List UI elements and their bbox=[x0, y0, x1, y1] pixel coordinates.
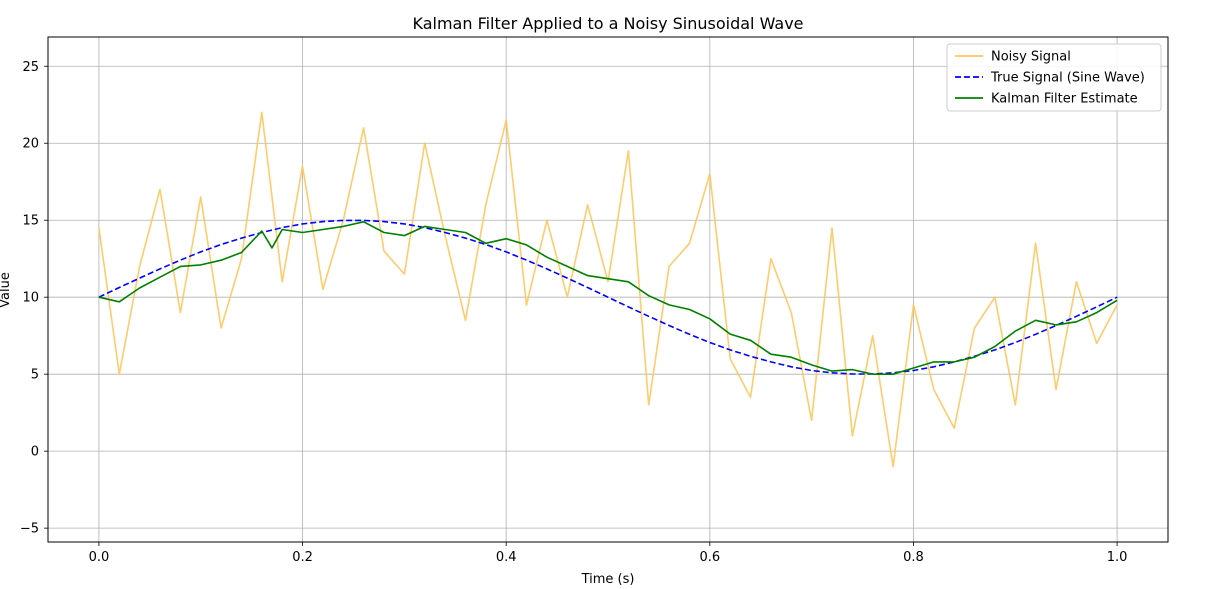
x-tick-label: 0.2 bbox=[292, 550, 313, 565]
x-axis-label: Time (s) bbox=[581, 572, 635, 587]
y-tick-label: 10 bbox=[22, 291, 39, 306]
chart-title: Kalman Filter Applied to a Noisy Sinusoi… bbox=[412, 14, 803, 33]
legend-label: True Signal (Sine Wave) bbox=[990, 71, 1145, 86]
y-tick-label: −5 bbox=[20, 522, 39, 537]
x-tick-label: 0.0 bbox=[89, 550, 110, 565]
y-axis-label: Value bbox=[0, 272, 13, 308]
y-tick-label: 25 bbox=[22, 60, 39, 75]
y-tick-label: 0 bbox=[31, 445, 39, 460]
ticks: 0.0 0.2 0.4 0.6 0.8 1.0 −5 0 5 10 15 20 25 bbox=[20, 60, 1128, 565]
legend-label: Kalman Filter Estimate bbox=[991, 92, 1138, 107]
series-line-true-signal-sine-wave bbox=[98, 219, 1118, 375]
legend: Noisy Signal True Signal (Sine Wave) Kalma… bbox=[946, 43, 1162, 112]
x-tick-label: 0.4 bbox=[496, 550, 517, 565]
legend-label: Noisy Signal bbox=[991, 50, 1071, 65]
plot-frame bbox=[47, 36, 1169, 543]
y-tick-label: 5 bbox=[31, 368, 39, 383]
x-tick-label: 0.8 bbox=[903, 550, 924, 565]
series-line-kalman-filter-estimate bbox=[98, 221, 1118, 376]
y-tick-label: 15 bbox=[22, 214, 39, 229]
series-line-noisy-signal bbox=[98, 111, 1118, 468]
x-tick-label: 0.6 bbox=[699, 550, 720, 565]
series-layer bbox=[98, 111, 1118, 468]
x-tick-label: 1.0 bbox=[1107, 550, 1128, 565]
y-tick-label: 20 bbox=[22, 137, 39, 152]
legend-box bbox=[946, 43, 1162, 112]
